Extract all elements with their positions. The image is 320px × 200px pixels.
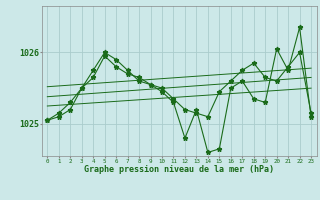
X-axis label: Graphe pression niveau de la mer (hPa): Graphe pression niveau de la mer (hPa) (84, 165, 274, 174)
